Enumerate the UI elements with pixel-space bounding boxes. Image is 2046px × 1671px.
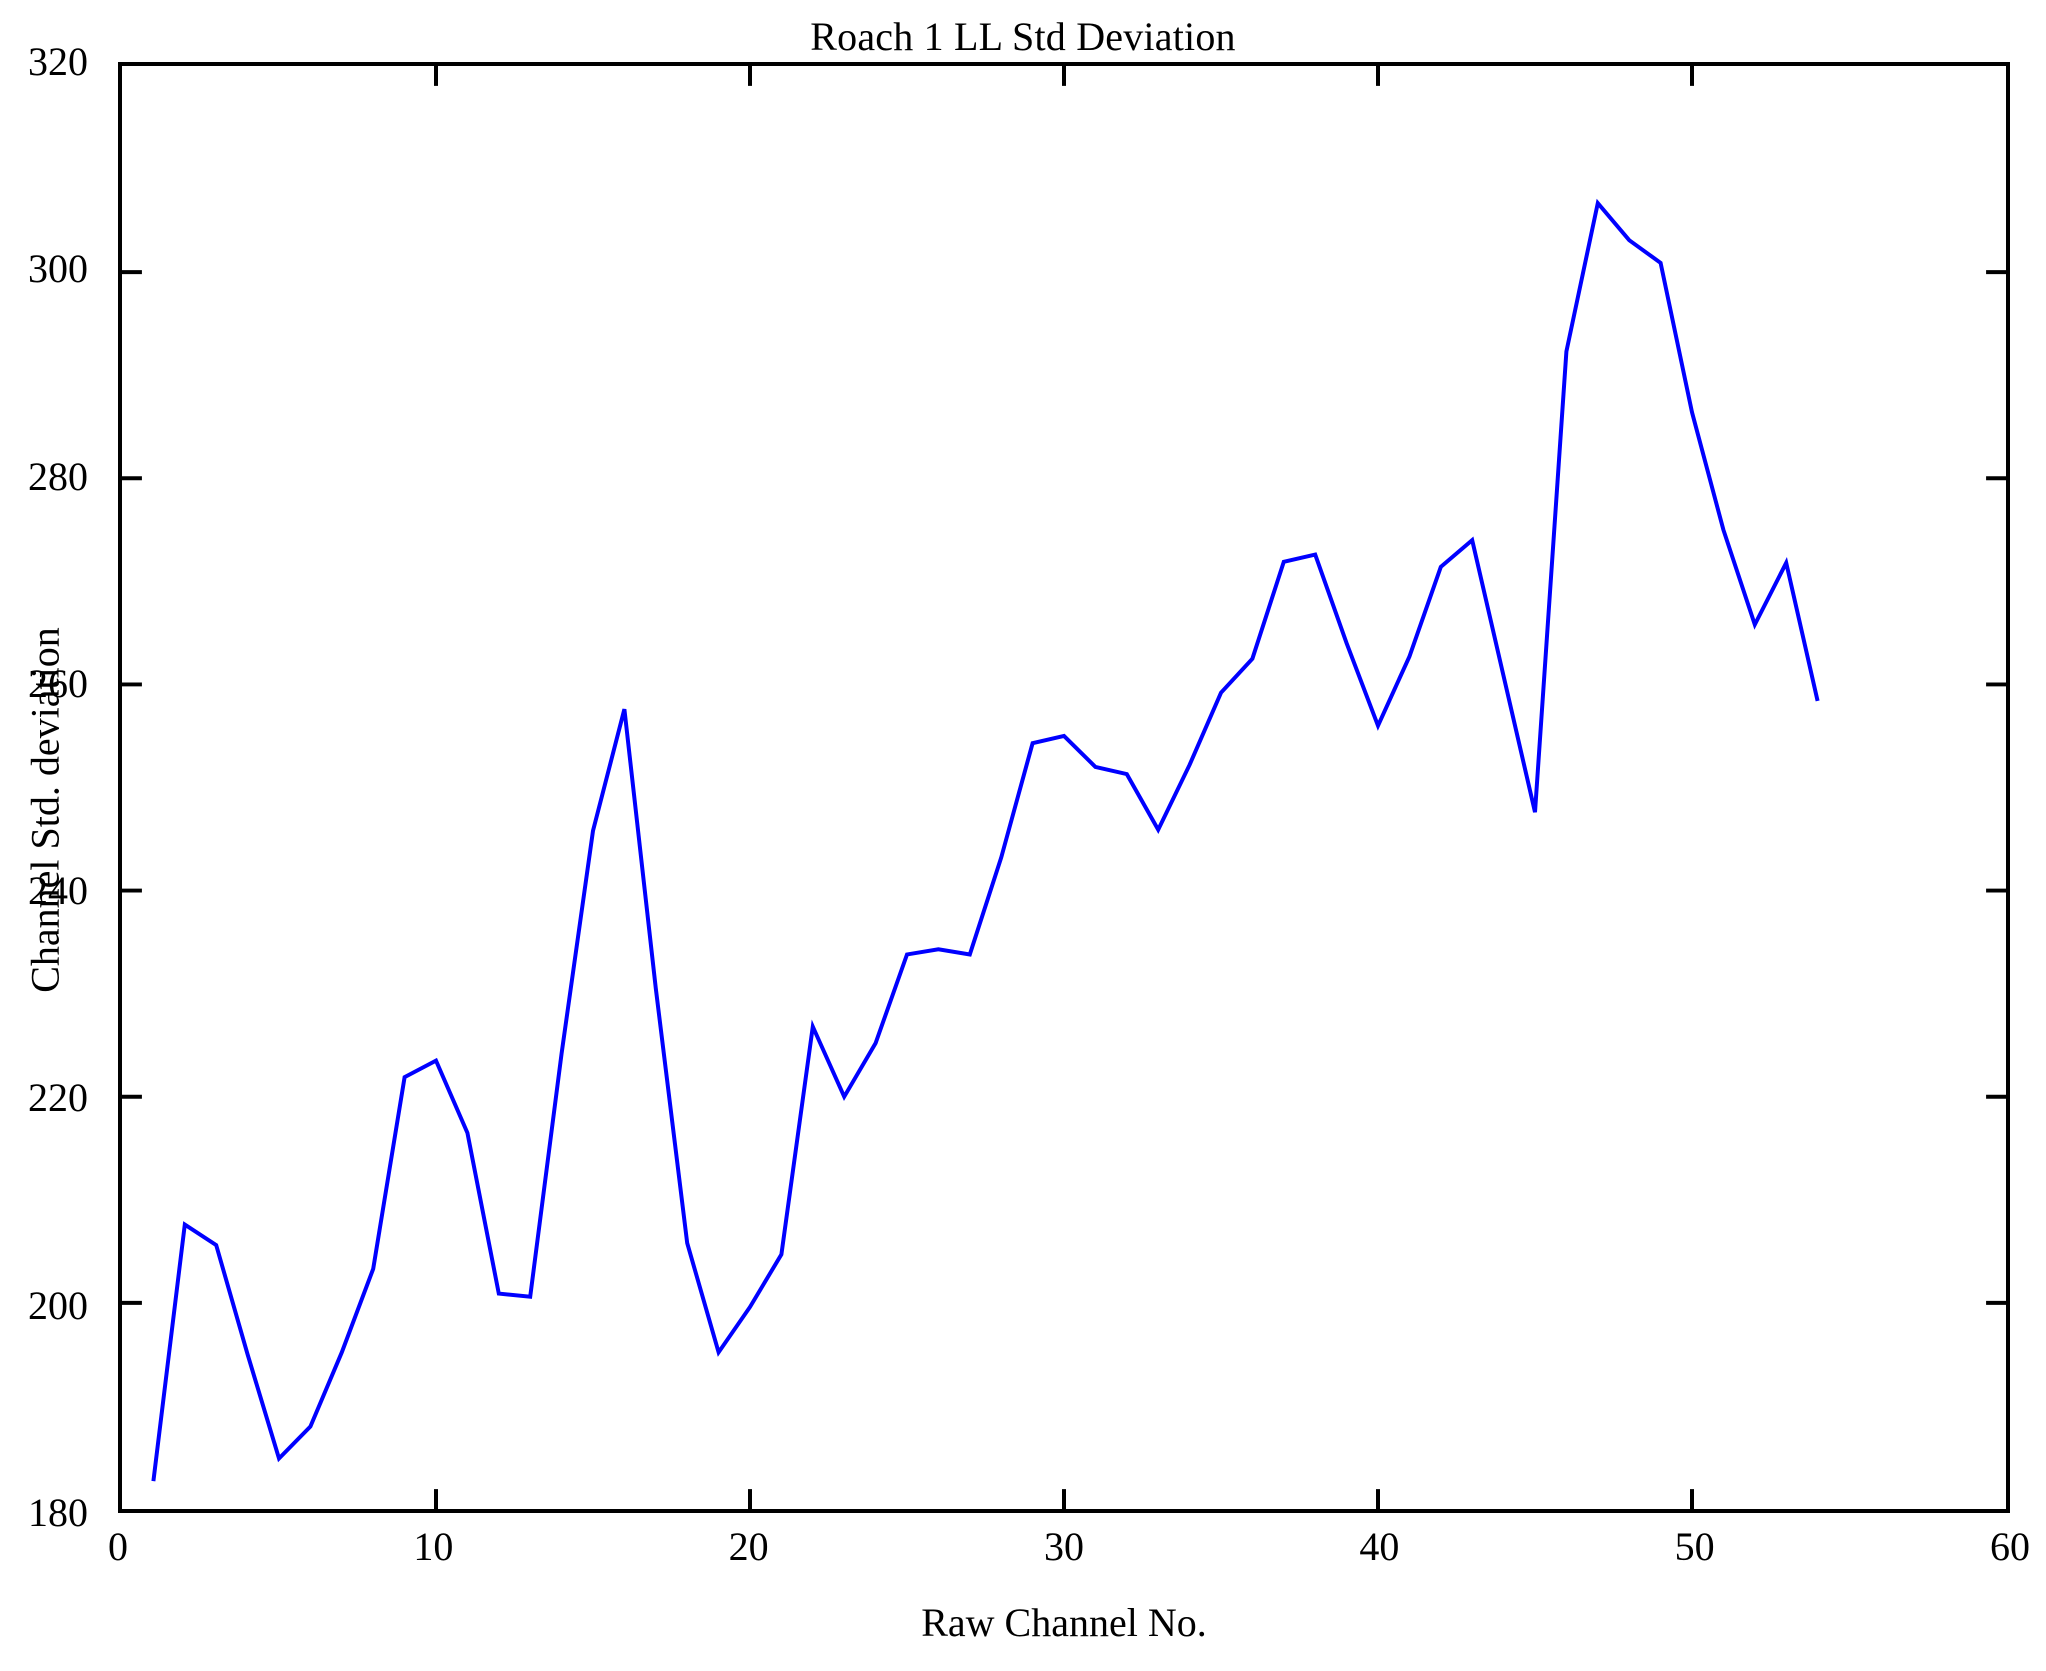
plot-area	[118, 62, 2010, 1513]
y-axis-title: Channel Std. deviation	[22, 627, 68, 993]
y-axis-tick-marks	[122, 270, 2006, 1305]
x-axis-tick-label: 10	[413, 1524, 454, 1569]
x-axis-tick-label: 20	[728, 1524, 769, 1569]
y-axis-tick-label: 180	[28, 1490, 88, 1535]
y-axis-tick-label: 200	[28, 1282, 88, 1328]
y-axis-tick-label: 300	[28, 246, 88, 292]
line-chart-svg	[122, 66, 2006, 1509]
page-title: Roach 1 LL Std Deviation	[810, 14, 1236, 59]
x-axis-tick-label: 50	[1674, 1524, 1715, 1569]
y-axis-tick-label: 240	[28, 868, 88, 914]
x-axis-tick-label: 30	[1044, 1524, 1084, 1569]
x-axis-tick-label: 40	[1359, 1524, 1400, 1569]
x-axis-title: Raw Channel No.	[921, 1600, 1207, 1645]
y-axis-tick-label: 260	[28, 660, 88, 706]
y-axis-tick-label: 220	[28, 1075, 88, 1121]
x-axis-tick-label: 60	[1990, 1524, 2030, 1569]
x-axis-tick-marks	[434, 66, 1694, 1509]
data-series-line	[151, 198, 1820, 1482]
y-axis-tick-label: 320	[28, 39, 88, 84]
x-axis-tick-label: 0	[108, 1524, 128, 1569]
y-axis-tick-label: 280	[28, 453, 88, 499]
